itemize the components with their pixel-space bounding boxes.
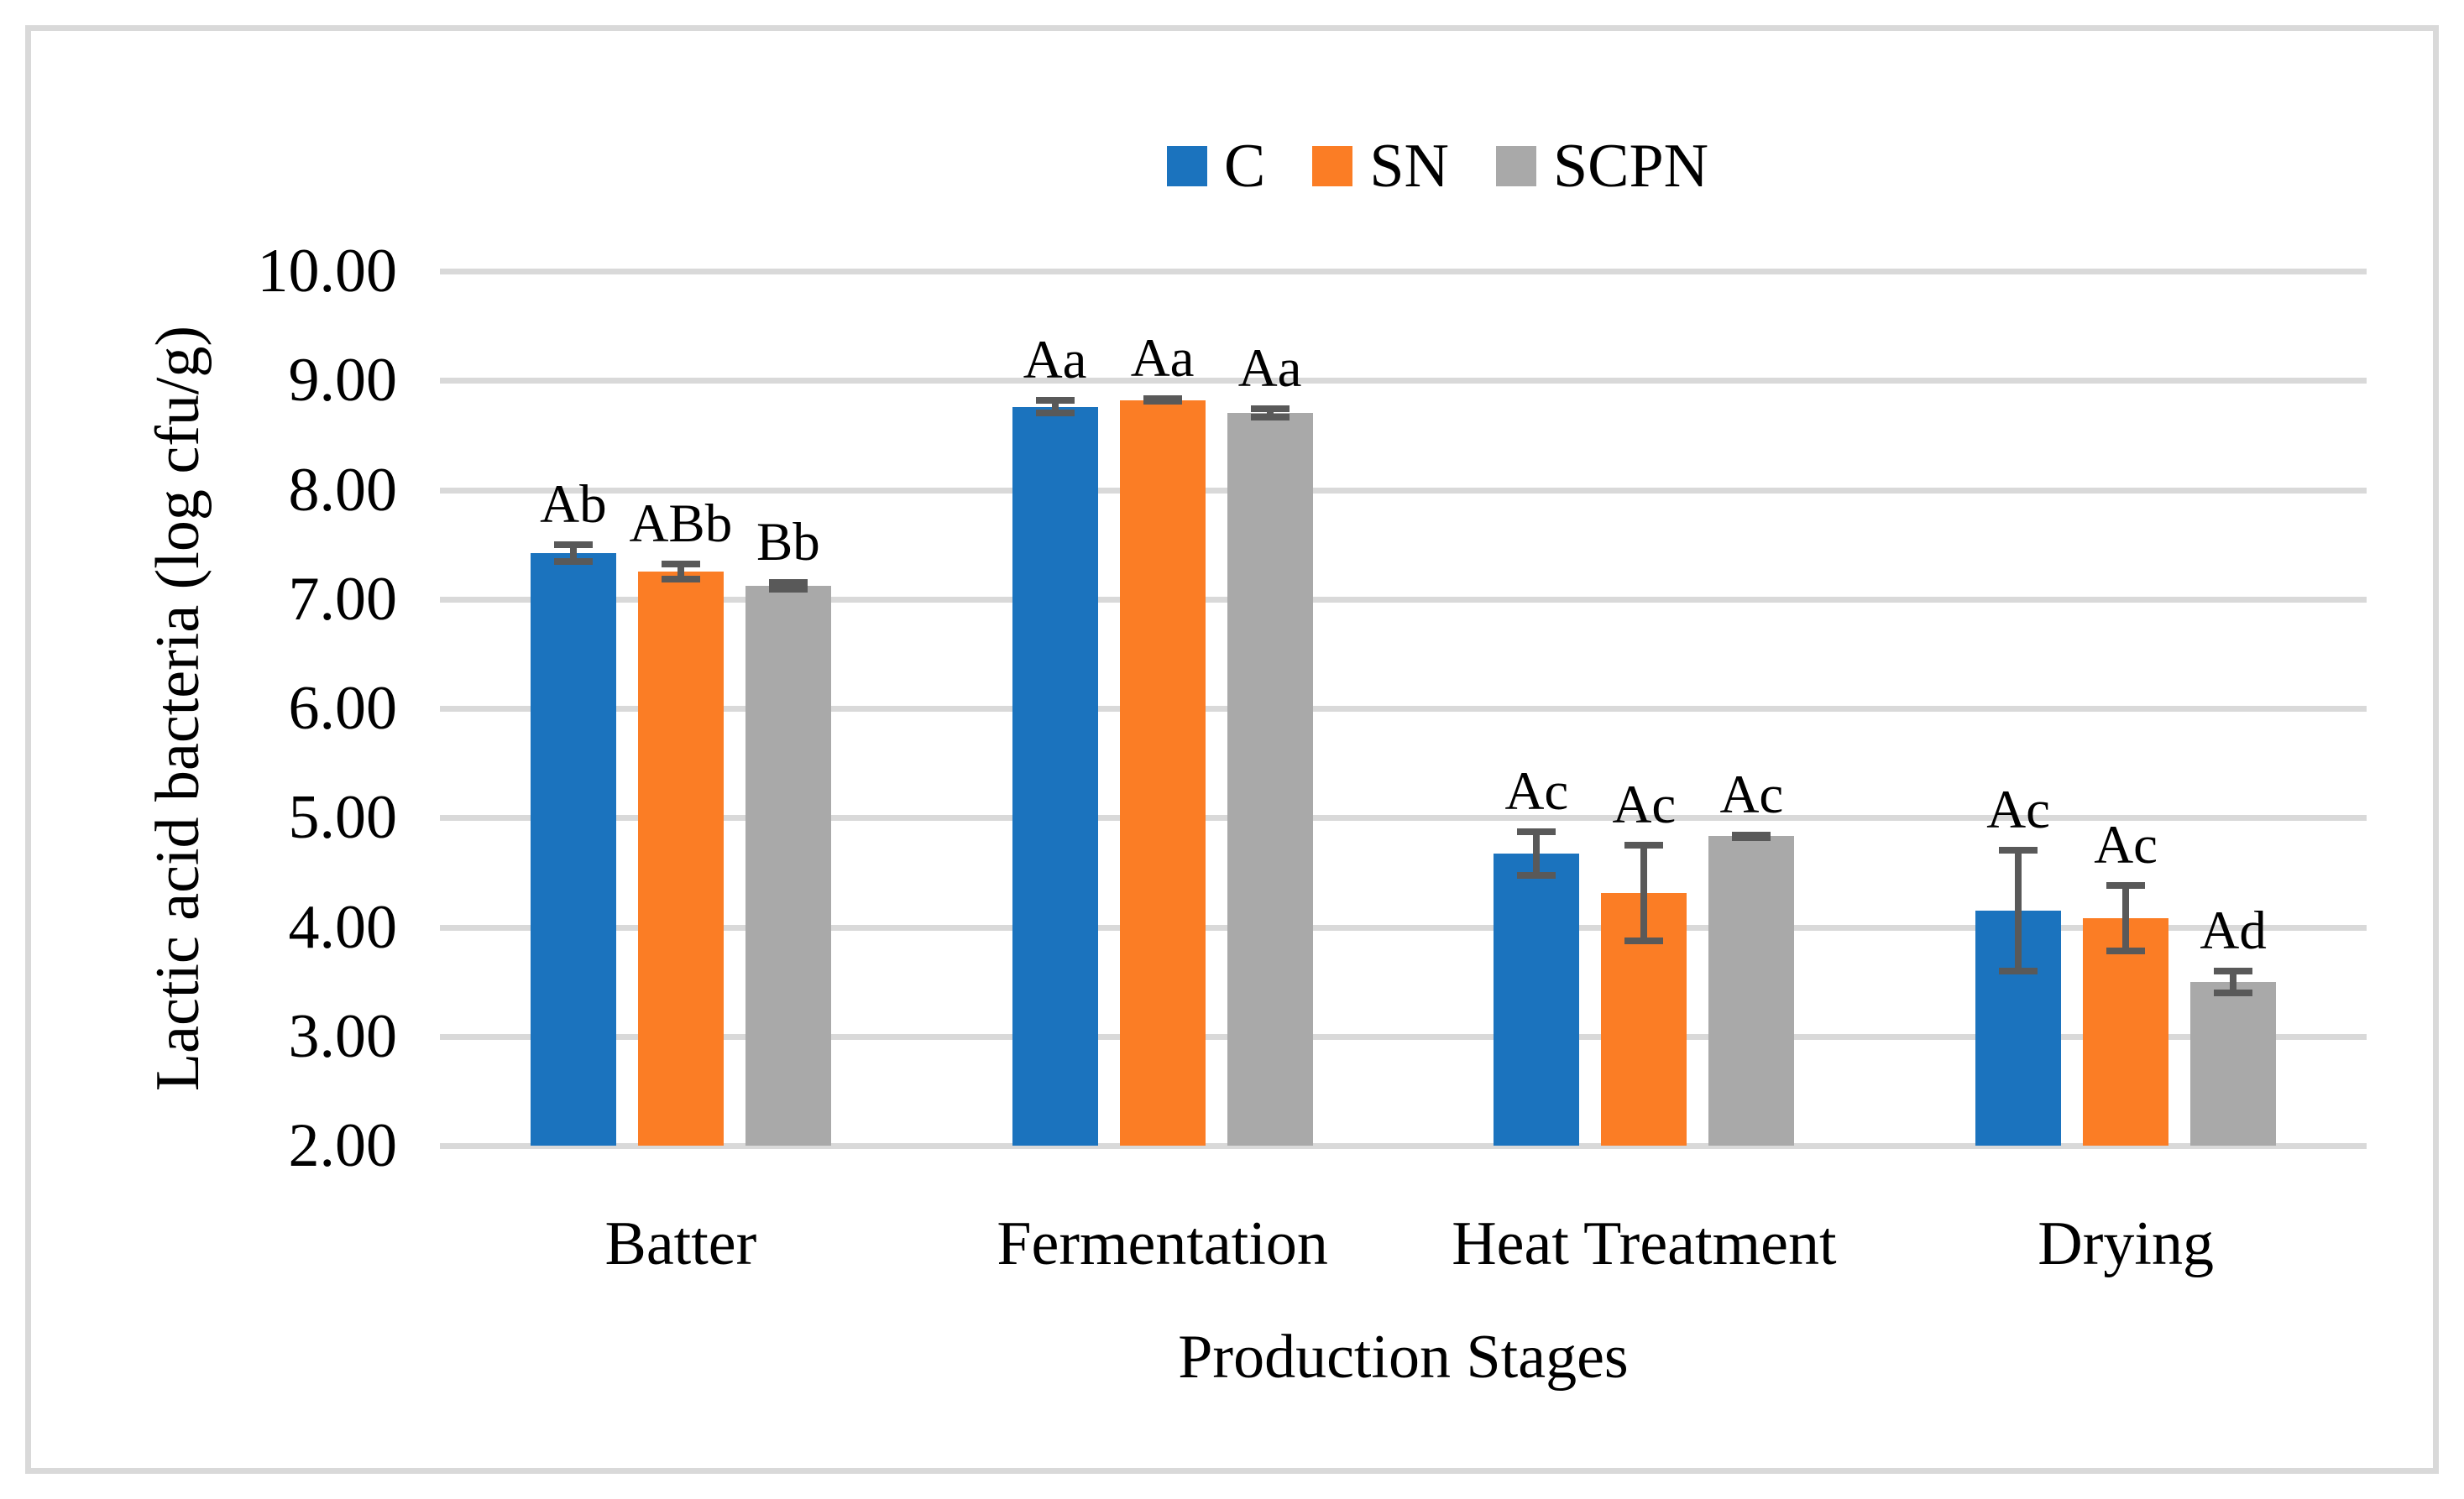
x-axis-title: Production Stages [1178, 1323, 1629, 1392]
error-bar-cap-bottom [1517, 872, 1556, 880]
y-tick-label: 7.00 [288, 564, 398, 634]
legend-item-c: C [1167, 133, 1265, 200]
gridline-5.00 [440, 815, 2367, 822]
error-bar-whisker [2015, 847, 2022, 974]
bar-SCPN-fermentation [1227, 413, 1313, 1146]
gridline-8.00 [440, 487, 2367, 494]
y-tick-label: 3.00 [288, 1001, 398, 1071]
bar-SN-batter [637, 572, 724, 1146]
gridline-3.00 [440, 1033, 2367, 1040]
gridline-7.00 [440, 596, 2367, 603]
bar-C-batter [530, 553, 616, 1146]
gridline-6.00 [440, 706, 2367, 712]
significance-label: ABb [629, 494, 733, 555]
error-bar-cap-top [553, 541, 593, 548]
significance-label: Ad [2200, 900, 2267, 961]
category-label-batter: Batter [604, 1209, 757, 1278]
bar-C-heat-treatment [1494, 854, 1580, 1146]
significance-label: Aa [1237, 338, 1302, 400]
y-tick-label: 2.00 [288, 1111, 398, 1180]
category-label-fermentation: Fermentation [997, 1209, 1328, 1278]
y-tick-label: 5.00 [288, 783, 398, 853]
y-tick-label: 10.00 [257, 237, 398, 306]
significance-label: Aa [1023, 329, 1087, 390]
error-bar-cap-bottom [553, 558, 593, 566]
legend-label-scpn: SCPN [1552, 132, 1709, 201]
error-bar-cap-top [1035, 396, 1075, 404]
legend-item-sn: SN [1312, 133, 1449, 200]
error-bar-cap-top [1624, 841, 1664, 849]
error-bar-whisker [1533, 828, 1541, 880]
legend-label-c: C [1224, 132, 1266, 201]
significance-label: Ac [1612, 774, 1677, 835]
legend-swatch-sn [1312, 146, 1353, 186]
error-bar-cap-top [1999, 847, 2038, 854]
bar-C-fermentation [1012, 406, 1098, 1146]
category-label-drying: Drying [2038, 1209, 2214, 1278]
significance-label: Bb [756, 512, 820, 573]
error-bar-cap-bottom [1732, 833, 1771, 841]
error-bar-whisker [1640, 841, 1648, 945]
y-tick-label: 4.00 [288, 892, 398, 962]
error-bar-cap-bottom [1035, 410, 1075, 417]
error-bar-cap-top [2214, 967, 2253, 974]
category-label-heat-treatment: Heat Treatment [1452, 1209, 1837, 1278]
error-bar-whisker [2230, 967, 2237, 996]
significance-label: Ab [540, 473, 607, 535]
significance-label: Ac [1504, 761, 1569, 823]
significance-label: Ac [1719, 765, 1784, 826]
error-bar-cap-bottom [661, 576, 700, 583]
error-bar-cap-top [768, 579, 808, 587]
legend-swatch-c [1167, 146, 1207, 186]
bar-SCPN-drying [2190, 981, 2277, 1146]
error-bar-cap-top [661, 561, 700, 568]
significance-label: Ac [1986, 780, 2051, 841]
bar-SCPN-batter [745, 586, 831, 1146]
bar-SN-fermentation [1119, 400, 1206, 1146]
error-bar-whisker [569, 541, 577, 566]
gridline-9.00 [440, 378, 2367, 384]
error-bar-cap-bottom [1999, 967, 2038, 974]
error-bar-cap-bottom [1624, 938, 1664, 945]
bar-SN-drying [2083, 918, 2169, 1146]
error-bar-whisker [2122, 882, 2130, 955]
x-axis-line [440, 1143, 2367, 1149]
error-bar-whisker [677, 561, 684, 583]
gridline-10.00 [440, 269, 2367, 274]
error-bar-cap-bottom [1250, 414, 1290, 421]
gridline-4.00 [440, 924, 2367, 931]
figure-border [25, 25, 2439, 1474]
error-bar-whisker [1266, 405, 1274, 421]
significance-label: Ac [2094, 815, 2158, 876]
legend-swatch-scpn [1495, 146, 1536, 186]
significance-label: Aa [1130, 328, 1195, 389]
bar-SCPN-heat-treatment [1708, 836, 1795, 1146]
error-bar-cap-top [2106, 882, 2146, 890]
error-bar-cap-bottom [2106, 948, 2146, 955]
legend-item-scpn: SCPN [1495, 132, 1709, 201]
error-bar-cap-top [1250, 405, 1290, 413]
y-tick-label: 8.00 [288, 455, 398, 525]
error-bar-cap-bottom [1143, 397, 1182, 405]
error-bar-whisker [1051, 396, 1059, 417]
legend-label-sn: SN [1369, 132, 1449, 201]
y-tick-label: 9.00 [288, 346, 398, 415]
error-bar-cap-bottom [768, 585, 808, 593]
plot-area: Ab ABb Bb Aa Aa Aa Ac Ac Ac Ac Ac Ad [440, 269, 2367, 1149]
legend: C SN SCPN [1167, 133, 1708, 200]
error-bar-cap-top [1517, 828, 1556, 836]
y-tick-label: 6.00 [288, 674, 398, 743]
error-bar-cap-bottom [2214, 989, 2253, 996]
